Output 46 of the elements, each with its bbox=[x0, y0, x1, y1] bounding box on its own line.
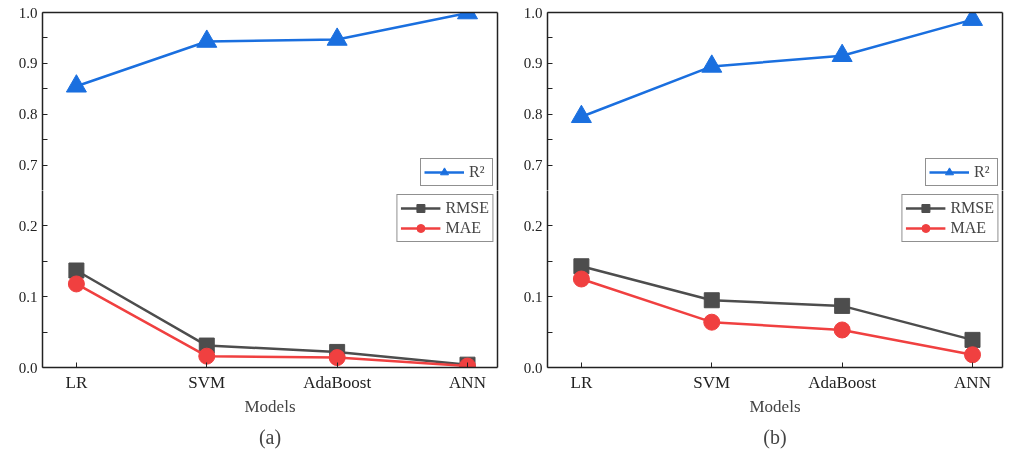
y-tick-label: 0.0 bbox=[18, 359, 38, 376]
legend-label: MAE bbox=[950, 219, 986, 237]
y-tick-label: 0.0 bbox=[523, 359, 543, 376]
legend-label: MAE bbox=[445, 219, 481, 237]
y-tick-label: 0.1 bbox=[523, 288, 543, 305]
point bbox=[834, 297, 851, 314]
point bbox=[65, 74, 87, 93]
x-axis-title: Models bbox=[749, 396, 801, 416]
point bbox=[703, 313, 721, 331]
text: (b) bbox=[763, 425, 787, 449]
legend-label: RMSE bbox=[445, 199, 489, 217]
x-tick-label: SVM bbox=[693, 372, 731, 392]
x-tick-label: SVM bbox=[188, 372, 226, 392]
x-tick-label: ANN bbox=[449, 372, 486, 392]
legend-label: R² bbox=[974, 163, 991, 181]
point bbox=[198, 347, 216, 365]
point bbox=[964, 346, 982, 364]
y-tick-label: 0.7 bbox=[523, 157, 543, 174]
y-tick-label: 0.1 bbox=[18, 288, 38, 305]
point bbox=[67, 275, 85, 293]
x-tick-label: ANN bbox=[954, 372, 991, 392]
x-tick-label: AdaBoost bbox=[808, 372, 877, 392]
y-tick-label: 0.9 bbox=[523, 55, 543, 72]
point bbox=[833, 321, 851, 339]
y-tick-label: 1.0 bbox=[18, 4, 38, 21]
y-tick-label: 1.0 bbox=[523, 4, 543, 21]
y-tick-label: 0.9 bbox=[18, 55, 38, 72]
point bbox=[326, 27, 348, 46]
y-tick-label: 0.2 bbox=[18, 217, 38, 234]
legend-label: RMSE bbox=[950, 199, 994, 217]
legend-label: R² bbox=[469, 163, 486, 181]
x-axis-title: Models bbox=[244, 396, 296, 416]
x-tick-label: LR bbox=[570, 372, 593, 392]
point bbox=[328, 349, 346, 367]
y-tick-label: 0.8 bbox=[18, 106, 38, 123]
point bbox=[703, 292, 720, 309]
point bbox=[68, 262, 85, 279]
point bbox=[572, 270, 590, 288]
y-tick-label: 0.8 bbox=[523, 106, 543, 123]
x-tick-label: AdaBoost bbox=[303, 372, 372, 392]
text: (a) bbox=[258, 425, 282, 449]
point bbox=[196, 29, 218, 48]
y-tick-label: 0.2 bbox=[523, 217, 543, 234]
y-tick-label: 0.7 bbox=[18, 157, 38, 174]
x-tick-label: LR bbox=[65, 372, 88, 392]
point bbox=[964, 331, 981, 348]
